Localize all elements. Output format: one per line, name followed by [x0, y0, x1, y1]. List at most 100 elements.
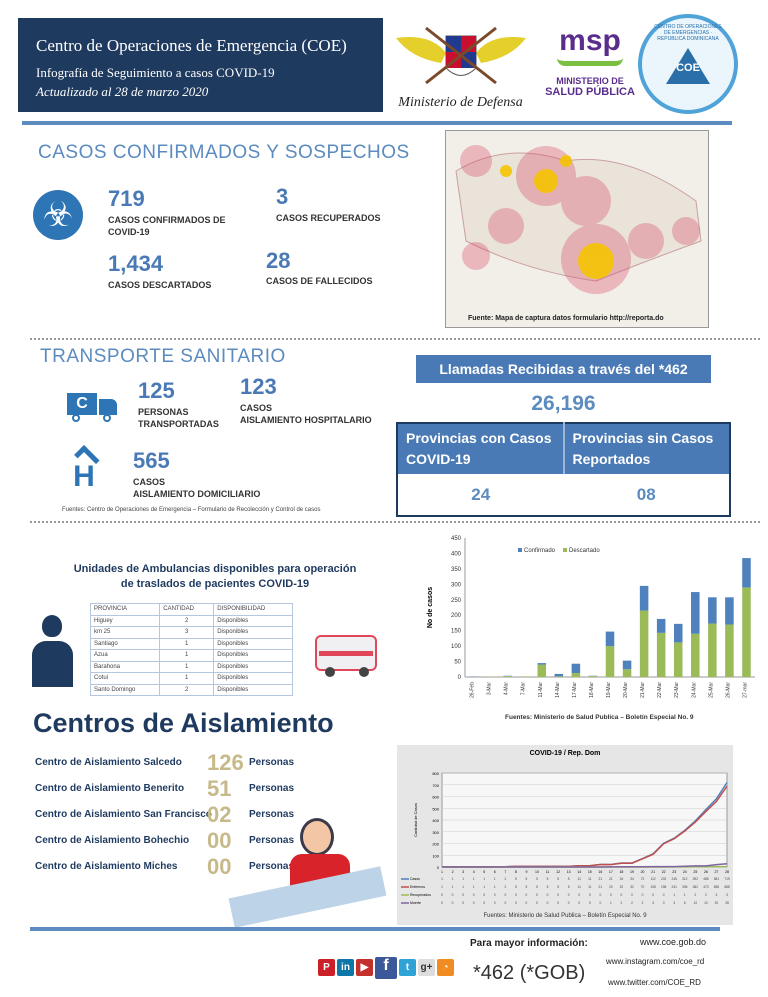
- table-cell: Disponibles: [213, 660, 293, 673]
- data-table-cell: 1: [441, 877, 443, 881]
- website-link[interactable]: www.coe.gob.do: [640, 937, 707, 947]
- x-tick-label: 26-Feb: [470, 682, 476, 698]
- cases-map: Fuente: Mapa de captura datos formulario…: [445, 130, 709, 328]
- bar-confirmado: [656, 618, 666, 633]
- table-cell: Disponibles: [213, 626, 293, 639]
- data-table-cell: 34: [630, 877, 634, 881]
- center-count: 00: [207, 828, 232, 853]
- table-cell: Disponibles: [213, 649, 293, 662]
- twitter-icon[interactable]: t: [399, 959, 416, 976]
- data-table-cell: 0: [578, 893, 580, 897]
- table-cell: Santiago: [89, 637, 161, 650]
- data-table-cell: 72: [641, 877, 645, 881]
- pinterest-icon[interactable]: P: [318, 959, 335, 976]
- legend-swatch: [563, 548, 567, 552]
- header-cell: CANTIDAD: [159, 603, 215, 616]
- y-tick-label: 0: [458, 675, 462, 681]
- data-table-cell: 0: [536, 901, 538, 905]
- x-tick-label: 2: [452, 870, 454, 874]
- data-table-cell: 5: [547, 885, 549, 889]
- more-info-label: Para mayor información:: [470, 938, 588, 949]
- bar-descartado: [605, 646, 615, 677]
- y-tick-label: 50: [454, 660, 461, 666]
- x-tick-label: 27-mar: [742, 682, 748, 698]
- calls-count: 26,196: [531, 392, 596, 415]
- data-table-cell: 10: [704, 901, 708, 905]
- data-table-cell: 0: [515, 893, 517, 897]
- data-table-cell: 1: [452, 877, 454, 881]
- bar-chart-source: Fuentes: Ministerio de Salud Publica – B…: [505, 714, 694, 721]
- data-table-cell: 0: [568, 893, 570, 897]
- ambulances-table: PROVINCIA CANTIDAD DISPONIBILIDAD Higuey 2 D…: [89, 603, 293, 696]
- x-tick-label: 7: [504, 870, 506, 874]
- center-name: Centro de Aislamiento Salcedo: [35, 757, 182, 768]
- bar-descartado: [656, 632, 666, 677]
- x-tick-label: 11: [546, 870, 550, 874]
- table-cell: Higuey: [89, 614, 161, 627]
- data-table-cell: 0: [441, 893, 443, 897]
- ambulance-truck-icon: C: [67, 393, 119, 423]
- x-tick-label: 14-Mar: [555, 682, 561, 698]
- data-table-cell: 719: [724, 877, 730, 881]
- header-updated: Actualizado al 28 de marzo 2020: [36, 84, 209, 99]
- x-tick-label: 7-Mar: [521, 682, 527, 695]
- data-table-cell: 28: [725, 901, 729, 905]
- x-tick-label: 21: [651, 870, 655, 874]
- bar-descartado: [639, 610, 649, 677]
- hospital-label-2: AISLAMIENTO HOSPITALARIO: [240, 415, 372, 425]
- x-tick-label: 16: [598, 870, 602, 874]
- y-tick-label: 150: [451, 629, 462, 635]
- bar-chart: 0 50 100 150 200 250 300 350 400 450 No de casos 26…: [427, 536, 755, 698]
- x-tick-label: 11-Mar: [538, 682, 544, 698]
- table-row: km 25 3 Disponibles: [89, 626, 293, 639]
- instagram-link[interactable]: www.instagram.com/coe_rd: [606, 957, 705, 966]
- data-table-cell: 70: [641, 885, 645, 889]
- x-tick-label: 18-Mar: [589, 682, 595, 698]
- facebook-icon[interactable]: f: [375, 957, 397, 979]
- center-name: Centro de Aislamiento Miches: [35, 861, 178, 872]
- provinces-without-header: Provincias sin Casos Reportados: [563, 423, 730, 474]
- patient-illustration-icon: [228, 810, 390, 928]
- data-table-cell: 6: [684, 901, 686, 905]
- x-tick-label: 26: [704, 870, 708, 874]
- bar-confirmado: [571, 663, 581, 673]
- googleplus-icon[interactable]: g+: [418, 959, 435, 976]
- data-table-cell: 0: [494, 893, 496, 897]
- twitter-link[interactable]: www.twitter.com/COE_RD: [608, 978, 701, 987]
- x-tick-label: 4: [473, 870, 475, 874]
- header-title: Centro de Operaciones de Emergencia (COE…: [36, 36, 347, 55]
- linkedin-icon[interactable]: in: [337, 959, 354, 976]
- table-row: Santo Domingo 2 Disponibles: [89, 683, 293, 696]
- x-tick-label: 19: [630, 870, 634, 874]
- youtube-icon[interactable]: ▶: [356, 959, 373, 976]
- data-table-cell: 11: [588, 877, 592, 881]
- persons-label: PERSONAS TRANSPORTADAS: [138, 407, 219, 429]
- center-count: 02: [207, 802, 232, 827]
- cases-title: CASOS CONFIRMADOS Y SOSPECHOS: [38, 142, 410, 163]
- y-tick-label: 400: [432, 818, 439, 823]
- data-table-cell: 488: [703, 877, 709, 881]
- bar-confirmado: [537, 663, 547, 665]
- center-count: 126: [207, 750, 244, 775]
- coe-mark: COE: [676, 62, 700, 74]
- data-table-cell: 2: [631, 901, 633, 905]
- x-tick-label: 23: [672, 870, 676, 874]
- data-table-cell: 0: [452, 901, 454, 905]
- data-table-cell: 0: [578, 901, 580, 905]
- data-table-cell: 0: [589, 893, 591, 897]
- discarded-label: CASOS DESCARTADOS: [108, 280, 212, 290]
- data-table-cell: 5: [536, 885, 538, 889]
- data-table-cell: 0: [621, 893, 623, 897]
- data-table-cell: 1: [684, 893, 686, 897]
- table-row: Santiago 1 Disponibles: [89, 637, 293, 650]
- x-tick-label: 21-Mar: [640, 682, 646, 698]
- calls-title: Llamadas Recibidas a través del *462: [416, 355, 711, 383]
- data-table-cell: 0: [452, 893, 454, 897]
- data-table-cell: 11: [578, 885, 582, 889]
- x-tick-label: 22-Mar: [657, 682, 663, 698]
- data-table-cell: 0: [441, 901, 443, 905]
- data-table-cell: 5: [515, 877, 517, 881]
- data-table-cell: 0: [526, 893, 528, 897]
- rss-icon[interactable]: ◔: [437, 959, 454, 976]
- data-table-cell: 0: [631, 893, 633, 897]
